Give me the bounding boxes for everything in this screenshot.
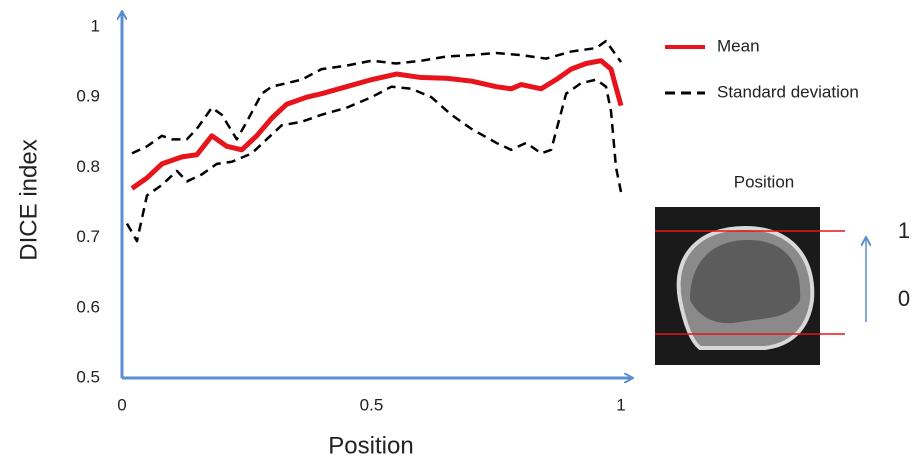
y-tick-label: 0.5 — [76, 367, 100, 386]
y-tick-label: 0.6 — [76, 297, 100, 316]
legend-label: Standard deviation — [717, 82, 859, 101]
y-tick-label: 1 — [91, 16, 100, 35]
y-tick-label: 0.8 — [76, 157, 100, 176]
inset-label: 1 — [898, 218, 910, 243]
x-axis-title: Position — [328, 432, 413, 459]
y-tick-label: 0.9 — [76, 87, 100, 106]
std-line — [127, 80, 621, 241]
std-line — [132, 41, 621, 153]
y-axis-title: DICE index — [15, 139, 42, 260]
y-tick-label: 0.7 — [76, 227, 100, 246]
inset: Position 1 0 — [655, 172, 910, 365]
inset-label: 0 — [898, 286, 910, 311]
chart: Position DICE index Position 1 0 0.5 0.6 0… — [0, 0, 919, 468]
legend-label: Mean — [717, 36, 760, 55]
x-tick-label: 0.5 — [360, 395, 384, 414]
x-tick-label: 1 — [616, 395, 625, 414]
inset-title: Position — [734, 172, 794, 191]
x-tick-label: 0 — [117, 395, 126, 414]
mean-line — [132, 61, 621, 189]
